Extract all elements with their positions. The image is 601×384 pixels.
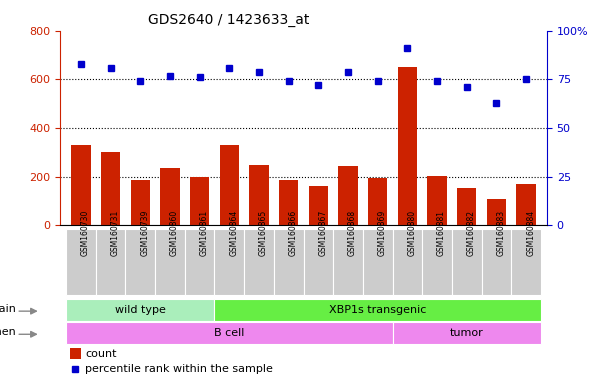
Text: GSM160880: GSM160880 [407, 210, 416, 256]
Text: count: count [85, 349, 117, 359]
Text: GSM160739: GSM160739 [140, 210, 149, 256]
Bar [423, 229, 452, 295]
Bar [392, 229, 423, 295]
Bar [70, 348, 81, 359]
Bar [66, 323, 392, 344]
Bar [66, 229, 96, 295]
Bar [249, 165, 269, 225]
Bar [309, 187, 328, 225]
Text: GSM160881: GSM160881 [437, 210, 446, 256]
Text: GDS2640 / 1423633_at: GDS2640 / 1423633_at [148, 13, 309, 27]
Text: GSM160869: GSM160869 [377, 210, 386, 256]
Bar [190, 177, 209, 225]
Text: GSM160731: GSM160731 [111, 210, 120, 256]
Bar [392, 323, 541, 344]
Bar [72, 145, 91, 225]
Bar [101, 152, 120, 225]
Bar [160, 168, 180, 225]
Bar [130, 180, 150, 225]
Text: tumor: tumor [450, 328, 484, 338]
Bar [219, 145, 239, 225]
Text: strain: strain [0, 304, 16, 314]
Text: GSM160883: GSM160883 [496, 210, 505, 256]
Bar [452, 229, 481, 295]
Bar [279, 180, 298, 225]
Text: GSM160884: GSM160884 [526, 210, 535, 256]
Bar [274, 229, 304, 295]
Text: specimen: specimen [0, 327, 16, 337]
Bar [333, 229, 363, 295]
Text: B cell: B cell [214, 328, 245, 338]
Bar [398, 67, 417, 225]
Bar [215, 229, 244, 295]
Text: GSM160860: GSM160860 [170, 210, 179, 256]
Bar [215, 300, 541, 321]
Text: XBP1s transgenic: XBP1s transgenic [329, 305, 426, 315]
Bar [487, 199, 506, 225]
Bar [66, 300, 215, 321]
Bar [96, 229, 126, 295]
Bar [244, 229, 274, 295]
Text: GSM160867: GSM160867 [319, 210, 328, 256]
Text: percentile rank within the sample: percentile rank within the sample [85, 364, 273, 374]
Text: GSM160882: GSM160882 [467, 210, 476, 256]
Text: GSM160865: GSM160865 [259, 210, 268, 256]
Bar [427, 175, 447, 225]
Bar [368, 178, 388, 225]
Bar [126, 229, 155, 295]
Bar [511, 229, 541, 295]
Bar [185, 229, 215, 295]
Bar [155, 229, 185, 295]
Bar [304, 229, 333, 295]
Text: GSM160866: GSM160866 [288, 210, 297, 256]
Text: GSM160730: GSM160730 [81, 210, 90, 256]
Bar [457, 188, 477, 225]
Text: GSM160861: GSM160861 [200, 210, 209, 256]
Bar [516, 184, 535, 225]
Bar [338, 166, 358, 225]
Text: GSM160868: GSM160868 [348, 210, 357, 256]
Text: GSM160864: GSM160864 [230, 210, 238, 256]
Bar [363, 229, 392, 295]
Text: wild type: wild type [115, 305, 166, 315]
Bar [481, 229, 511, 295]
